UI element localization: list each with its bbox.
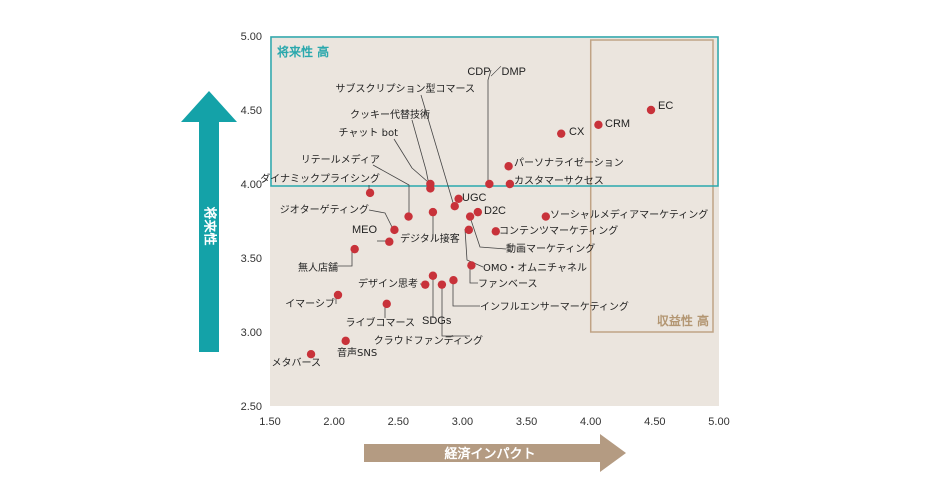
point-label: ジオターゲティング [280,203,369,216]
point-label: ライブコマース [346,316,416,329]
y-tick-label: 4.50 [241,105,262,117]
y-axis-ticks: 2.50 3.00 3.50 4.00 4.50 5.00 [241,31,262,413]
data-point [428,207,438,217]
y-tick-label: 2.50 [241,401,262,413]
data-point [594,120,603,129]
x-tick-label: 2.50 [388,416,409,428]
data-point [467,261,476,270]
point-label: メタバース [272,357,322,369]
y-tick-label: 3.00 [241,327,262,339]
data-point [449,276,458,285]
data-point [491,227,500,236]
data-point [421,280,430,289]
data-point [450,202,459,211]
x-axis-arrow [364,434,626,472]
point-label: UGC [462,192,487,204]
point-label: CRM [605,118,630,130]
data-point [306,350,316,359]
point-label: SDGs [422,315,452,327]
high-future-label: 将来性 高 [277,44,329,59]
data-point [437,280,447,289]
leader-line [464,228,484,268]
data-point [485,179,494,189]
point-label: ダイナミックプライシング [260,172,380,185]
point-label: EC [658,100,673,112]
data-point [504,162,513,171]
leader-line [441,284,470,337]
leader-line [487,69,492,182]
x-tick-label: 4.00 [580,416,601,428]
leader-line [452,280,480,307]
leader-line [338,247,353,267]
y-tick-label: 5.00 [241,31,262,43]
y-axis-label: 将来性 [202,206,218,245]
data-point [454,194,463,203]
y-axis-arrow [181,91,237,352]
point-label: ファンベース [478,278,538,290]
y-tick-label: 3.50 [241,253,262,265]
point-label: CDP／DMP [467,65,526,78]
leader-line [411,119,430,186]
x-tick-label: 2.00 [323,416,344,428]
data-point [350,244,359,254]
leader-line [372,164,410,214]
point-label: 動画マーケティング [506,242,595,255]
data-point [473,207,483,217]
point-label: リテールメディア [301,153,380,166]
point-label: コンテンツマーケティング [499,224,618,237]
data-point [385,237,394,246]
point-label: イマーシブ [285,297,335,310]
x-tick-label: 3.00 [452,416,473,428]
leader-line [468,213,507,250]
data-points [306,105,656,359]
point-label: D2C [484,205,506,217]
leader-line [368,209,394,230]
data-point [505,179,515,189]
x-axis-ticks: 1.50 2.00 2.50 3.00 3.50 4.00 4.50 5.00 [259,416,729,428]
leader-line [420,94,455,207]
x-tick-label: 4.50 [644,416,665,428]
data-point [557,129,566,138]
point-label: インフルエンサーマーケティング [480,300,629,313]
data-point [390,225,399,235]
point-label: CX [569,126,585,138]
data-point [333,290,343,300]
point-label: 無人店舗 [298,261,338,274]
data-point [382,299,391,309]
point-label: OMO・オムニチャネル [483,262,587,274]
point-label: 音声SNS [337,346,377,359]
data-point [541,212,551,221]
point-label: デザイン思考 [358,277,418,290]
y-tick-label: 4.00 [241,179,262,191]
point-label: カスタマーサクセス [514,175,604,187]
leader-line [469,264,478,284]
data-point [646,105,656,115]
point-label: パーソナライゼーション [514,157,624,169]
x-axis-label: 経済インパクト [444,446,535,462]
x-tick-label: 5.00 [708,416,729,428]
point-label: クラウドファンディング [374,334,483,347]
x-tick-label: 1.50 [259,416,280,428]
data-point [465,212,475,221]
data-point [365,188,375,198]
high-future-region [270,36,719,187]
point-label: クッキー代替技術 [350,108,430,121]
data-point [404,212,413,221]
x-tick-label: 3.50 [516,416,537,428]
high-revenue-label: 収益性 高 [657,313,709,328]
data-point [464,225,474,235]
point-label: ソーシャルメディアマーケティング [550,208,708,221]
data-point [428,271,438,280]
point-label: チャット bot [339,127,399,139]
leader-line [393,138,429,183]
point-label: デジタル接客 [400,232,460,245]
point-label: サブスクリプション型コマース [336,82,476,95]
point-label: MEO [352,224,378,236]
data-point [426,179,435,189]
data-point [341,336,350,346]
